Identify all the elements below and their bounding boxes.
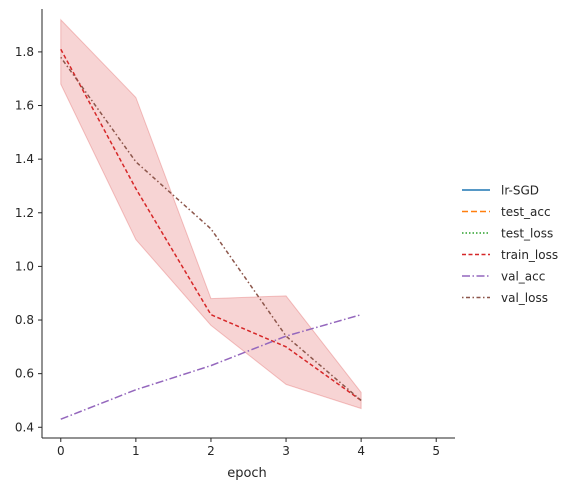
series-lines	[60, 48, 362, 420]
y-ticks: 0.4 0.6 0.8 1.0 1.2 1.4 1.6 1.8	[15, 45, 42, 434]
legend-label: test_loss	[501, 227, 553, 241]
x-tick-label: 3	[282, 444, 290, 458]
x-tick-label: 4	[357, 444, 365, 458]
legend-label: val_loss	[501, 291, 548, 305]
line-train_loss	[60, 48, 362, 402]
x-tick-label: 1	[132, 444, 140, 458]
y-tick-label: 1.0	[15, 259, 34, 273]
x-tick-label: 0	[57, 444, 65, 458]
y-tick-label: 0.4	[15, 420, 34, 434]
line-val_loss	[60, 56, 362, 402]
legend-label: val_acc	[501, 270, 545, 284]
legend-label: test_acc	[501, 205, 551, 219]
line-val_acc	[60, 313, 362, 420]
x-ticks: 0 1 2 3 4 5	[57, 438, 440, 458]
legend-label: lr-SGD	[501, 184, 539, 198]
y-tick-label: 1.8	[15, 45, 34, 59]
y-tick-label: 0.8	[15, 313, 34, 327]
x-axis-label: epoch	[227, 466, 267, 481]
y-tick-label: 1.2	[15, 206, 34, 220]
axes	[41, 9, 455, 439]
x-tick-label: 5	[432, 444, 440, 458]
y-tick-label: 1.4	[15, 152, 34, 166]
legend-label: train_loss	[501, 248, 558, 262]
y-tick-label: 0.6	[15, 367, 34, 381]
confidence-bands	[60, 18, 362, 410]
x-tick-label: 2	[207, 444, 215, 458]
y-tick-label: 1.6	[15, 99, 34, 113]
legend: lr-SGD test_acc test_loss train_loss val_acc…	[462, 184, 558, 305]
confidence-band-train_loss	[60, 18, 362, 410]
